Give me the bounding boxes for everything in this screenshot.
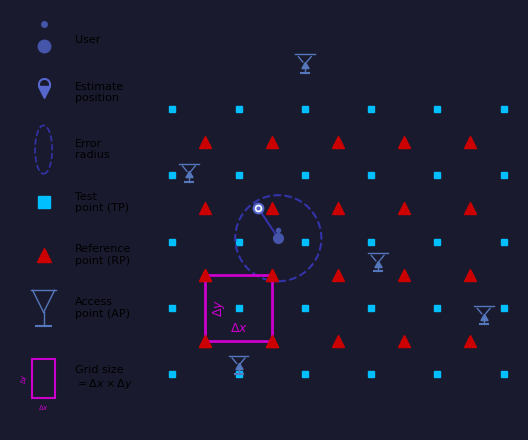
Bar [32,359,55,398]
Text: $\Delta x$: $\Delta x$ [230,322,248,335]
Text: $\Delta x$: $\Delta x$ [38,403,49,411]
Bar [205,275,272,341]
Text: Reference
point (RP): Reference point (RP) [75,244,131,266]
Text: Estimate
position: Estimate position [75,81,124,103]
Text: User: User [75,35,100,44]
Text: $\Delta y$: $\Delta y$ [19,373,29,384]
Text: Test
point (TP): Test point (TP) [75,191,129,213]
Text: Access
point (AP): Access point (AP) [75,297,130,319]
Text: Error
radius: Error radius [75,139,109,161]
Text: Grid size
$= \Delta x \times \Delta y$: Grid size $= \Delta x \times \Delta y$ [75,365,133,392]
Text: $\Delta y$: $\Delta y$ [211,299,228,317]
